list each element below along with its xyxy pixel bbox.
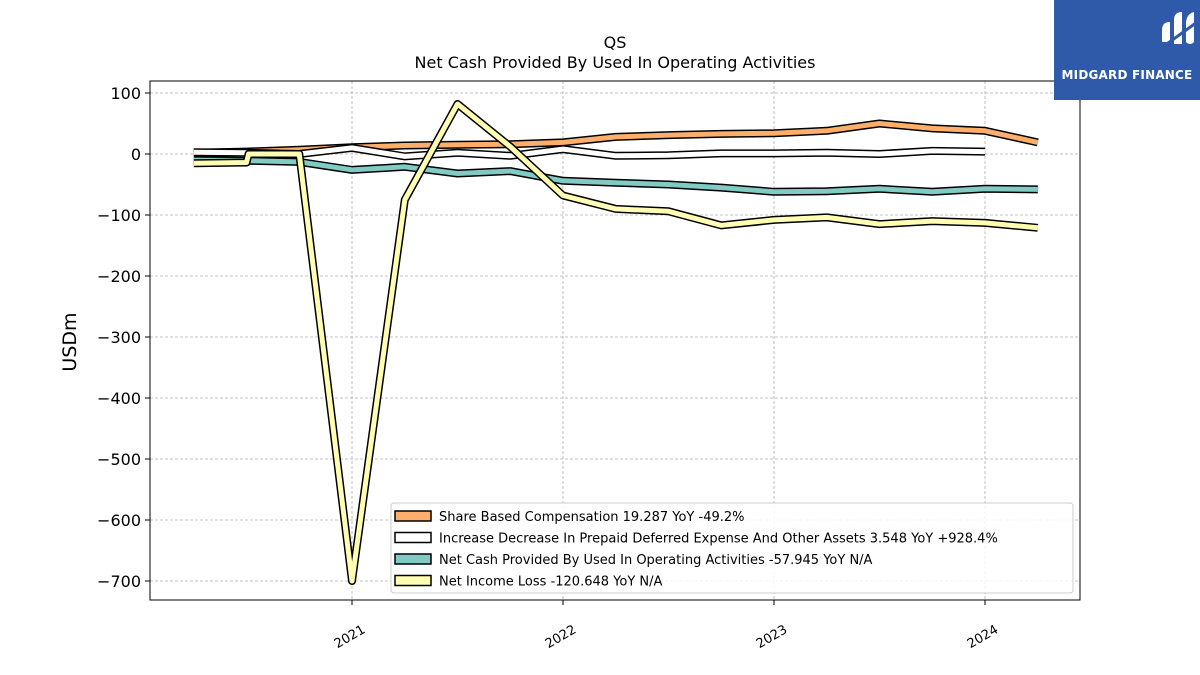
x-axis: 2021 2022 2023 2024 [332, 600, 1001, 652]
series-line [193, 145, 986, 159]
brand-name: MIDGARD FINANCE [1061, 68, 1193, 82]
y-tick-label: 100 [110, 84, 141, 103]
legend-swatch [394, 553, 432, 565]
x-tick-label: 2022 [543, 622, 579, 652]
y-tick-label: −300 [97, 328, 141, 347]
x-tick-label: 2021 [332, 622, 368, 652]
y-tick-label: −500 [97, 450, 141, 469]
y-tick-label: −400 [97, 389, 141, 408]
legend-entry: Share Based Compensation 19.287 YoY -49.… [439, 510, 745, 525]
y-axis: 100 0 −100 −200 −300 −400 −500 −600 −700 [97, 84, 150, 591]
series-layer [193, 100, 1039, 585]
midgard-logo-icon [1162, 12, 1200, 48]
series-line [193, 157, 1038, 195]
chart-subtitle: Net Cash Provided By Used In Operating A… [415, 53, 816, 72]
legend-entry: Net Cash Provided By Used In Operating A… [439, 553, 873, 568]
brand-logo: MIDGARD FINANCE [1054, 0, 1200, 100]
legend-swatch [394, 574, 432, 587]
x-tick-label: 2023 [754, 622, 790, 652]
legend-box [390, 502, 1074, 594]
y-tick-label: 0 [131, 145, 141, 164]
y-axis-label: USDm [59, 312, 81, 371]
legend-swatch [394, 531, 432, 544]
y-tick-label: −200 [97, 267, 141, 286]
plot-frame [149, 80, 1081, 601]
y-tick-label: −700 [97, 572, 141, 591]
x-tick-label: 2024 [965, 622, 1001, 652]
y-tick-label: −600 [97, 511, 141, 530]
legend-swatch [394, 510, 432, 522]
legend-entry: Increase Decrease In Prepaid Deferred Ex… [439, 532, 998, 547]
legend: Share Based Compensation 19.287 YoY -49.… [390, 502, 1074, 594]
series-line [193, 101, 1039, 584]
y-tick-label: −100 [97, 206, 141, 225]
chart-title: QS [604, 33, 627, 52]
legend-entry: Net Income Loss -120.648 YoY N/A [439, 575, 662, 590]
